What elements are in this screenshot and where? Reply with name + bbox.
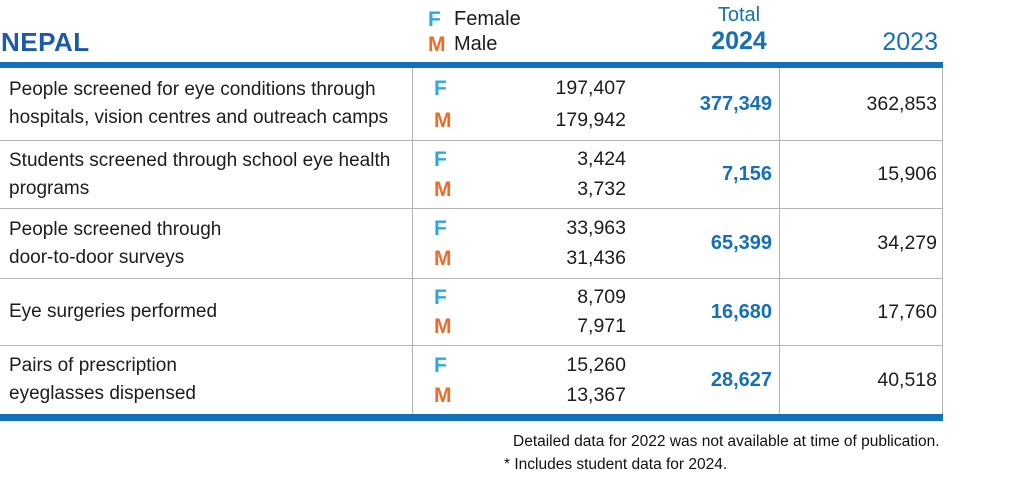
legend-female: F Female xyxy=(428,7,521,32)
row-label-text: Pairs of prescription eyeglasses dispens… xyxy=(9,352,196,408)
label-line: People screened for eye conditions throu… xyxy=(9,79,376,100)
total-2023-value: 34,279 xyxy=(779,209,943,278)
male-key-icon: M xyxy=(434,383,452,407)
male-line: M 13,367 xyxy=(413,380,630,410)
page-title: NEPAL xyxy=(1,27,90,57)
row-label: People screened for eye conditions throu… xyxy=(0,68,413,140)
total-label: Total xyxy=(717,4,761,26)
row-label: Students screened through school eye hea… xyxy=(0,141,413,208)
female-key-icon: F xyxy=(434,216,447,240)
female-label: Female xyxy=(454,8,521,30)
female-line: F 3,424 xyxy=(413,145,630,175)
female-line: F 33,963 xyxy=(413,213,630,244)
total-2023-value: 17,760 xyxy=(779,279,943,345)
legend-male: M Male xyxy=(428,32,521,57)
female-key-icon: F xyxy=(428,8,441,31)
female-line: F 8,709 xyxy=(413,283,630,312)
label-line: hospitals, vision centres and outreach c… xyxy=(9,107,389,128)
row-label: People screened through door-to-door sur… xyxy=(0,209,413,278)
gender-values: F 197,407 M 179,942 xyxy=(413,68,630,140)
male-value: 3,732 xyxy=(577,177,626,200)
female-value: 197,407 xyxy=(555,76,627,99)
total-2024-value: 65,399 xyxy=(710,232,772,254)
male-value: 13,367 xyxy=(566,383,626,406)
female-value: 15,260 xyxy=(566,353,626,376)
gender-values: F 8,709 M 7,971 xyxy=(413,279,630,345)
table-row-eyeglasses-dispensed: Pairs of prescription eyeglasses dispens… xyxy=(0,346,943,414)
label-line: door-to-door surveys xyxy=(9,246,185,268)
female-value: 33,963 xyxy=(566,216,626,239)
female-key-icon: F xyxy=(434,286,447,309)
male-line: M 7,971 xyxy=(413,312,630,341)
table-row-eye-surgeries: Eye surgeries performed F 8,709 M 7,971 … xyxy=(0,279,943,346)
female-line: F 197,407 xyxy=(413,72,630,104)
male-key-icon: M xyxy=(428,33,446,56)
male-value: 31,436 xyxy=(566,247,626,270)
gender-legend: F Female M Male xyxy=(428,7,521,57)
label-line: Eye surgeries performed xyxy=(9,301,218,322)
column-header-2023: 2023 xyxy=(882,28,938,56)
footnotes: Detailed data for 2022 was not available… xyxy=(504,430,940,476)
male-label: Male xyxy=(454,33,498,55)
row-label-text: People screened through door-to-door sur… xyxy=(9,216,221,272)
total-2024-value: 16,680 xyxy=(710,300,772,323)
footnote-student-data: * Includes student data for 2024. xyxy=(504,456,728,473)
male-value: 179,942 xyxy=(555,108,627,131)
table-row-door-to-door-surveys: People screened through door-to-door sur… xyxy=(0,209,943,279)
female-key-icon: F xyxy=(434,76,447,100)
male-line: M 179,942 xyxy=(413,104,630,136)
row-label-text: Eye surgeries performed xyxy=(9,298,217,326)
male-line: M 31,436 xyxy=(413,244,630,275)
label-line: People screened through xyxy=(9,218,222,240)
row-label-text: People screened for eye conditions throu… xyxy=(9,76,388,132)
female-key-icon: F xyxy=(434,148,447,172)
statistics-table: People screened for eye conditions throu… xyxy=(0,62,943,421)
row-label: Pairs of prescription eyeglasses dispens… xyxy=(0,346,413,414)
table-row-screened-eye-conditions: People screened for eye conditions throu… xyxy=(0,68,943,141)
male-key-icon: M xyxy=(434,247,452,271)
total-2024-value: 28,627 xyxy=(710,368,772,391)
male-key-icon: M xyxy=(434,177,452,201)
label-line: programs xyxy=(9,177,90,199)
total-2023-value: 40,518 xyxy=(779,346,943,414)
table-row-students-screened: Students screened through school eye hea… xyxy=(0,141,943,209)
row-label-text: Students screened through school eye hea… xyxy=(9,147,390,203)
total-2023-value: 15,906 xyxy=(779,141,943,208)
total-2024-value: 377,349 xyxy=(699,92,772,115)
female-line: F 15,260 xyxy=(413,350,630,380)
total-2023-value: 362,853 xyxy=(779,68,943,140)
female-key-icon: F xyxy=(434,353,447,377)
female-value: 8,709 xyxy=(577,286,626,308)
gender-values: F 15,260 M 13,367 xyxy=(413,346,630,414)
female-value: 3,424 xyxy=(577,148,626,171)
total-year-label: 2024 xyxy=(711,27,767,55)
male-key-icon: M xyxy=(434,108,452,132)
row-label: Eye surgeries performed xyxy=(0,279,413,345)
male-value: 7,971 xyxy=(577,315,626,337)
label-line: Pairs of prescription xyxy=(9,355,177,376)
male-key-icon: M xyxy=(434,315,452,338)
column-header-total-2024: Total 2024 xyxy=(693,4,785,55)
gender-values: F 3,424 M 3,732 xyxy=(413,141,630,208)
label-line: eyeglasses dispensed xyxy=(9,383,196,404)
total-2024-value: 7,156 xyxy=(721,163,772,185)
male-line: M 3,732 xyxy=(413,175,630,205)
footnote-2022: Detailed data for 2022 was not available… xyxy=(513,433,940,450)
label-line: Students screened through school eye hea… xyxy=(9,149,391,171)
gender-values: F 33,963 M 31,436 xyxy=(413,209,630,278)
